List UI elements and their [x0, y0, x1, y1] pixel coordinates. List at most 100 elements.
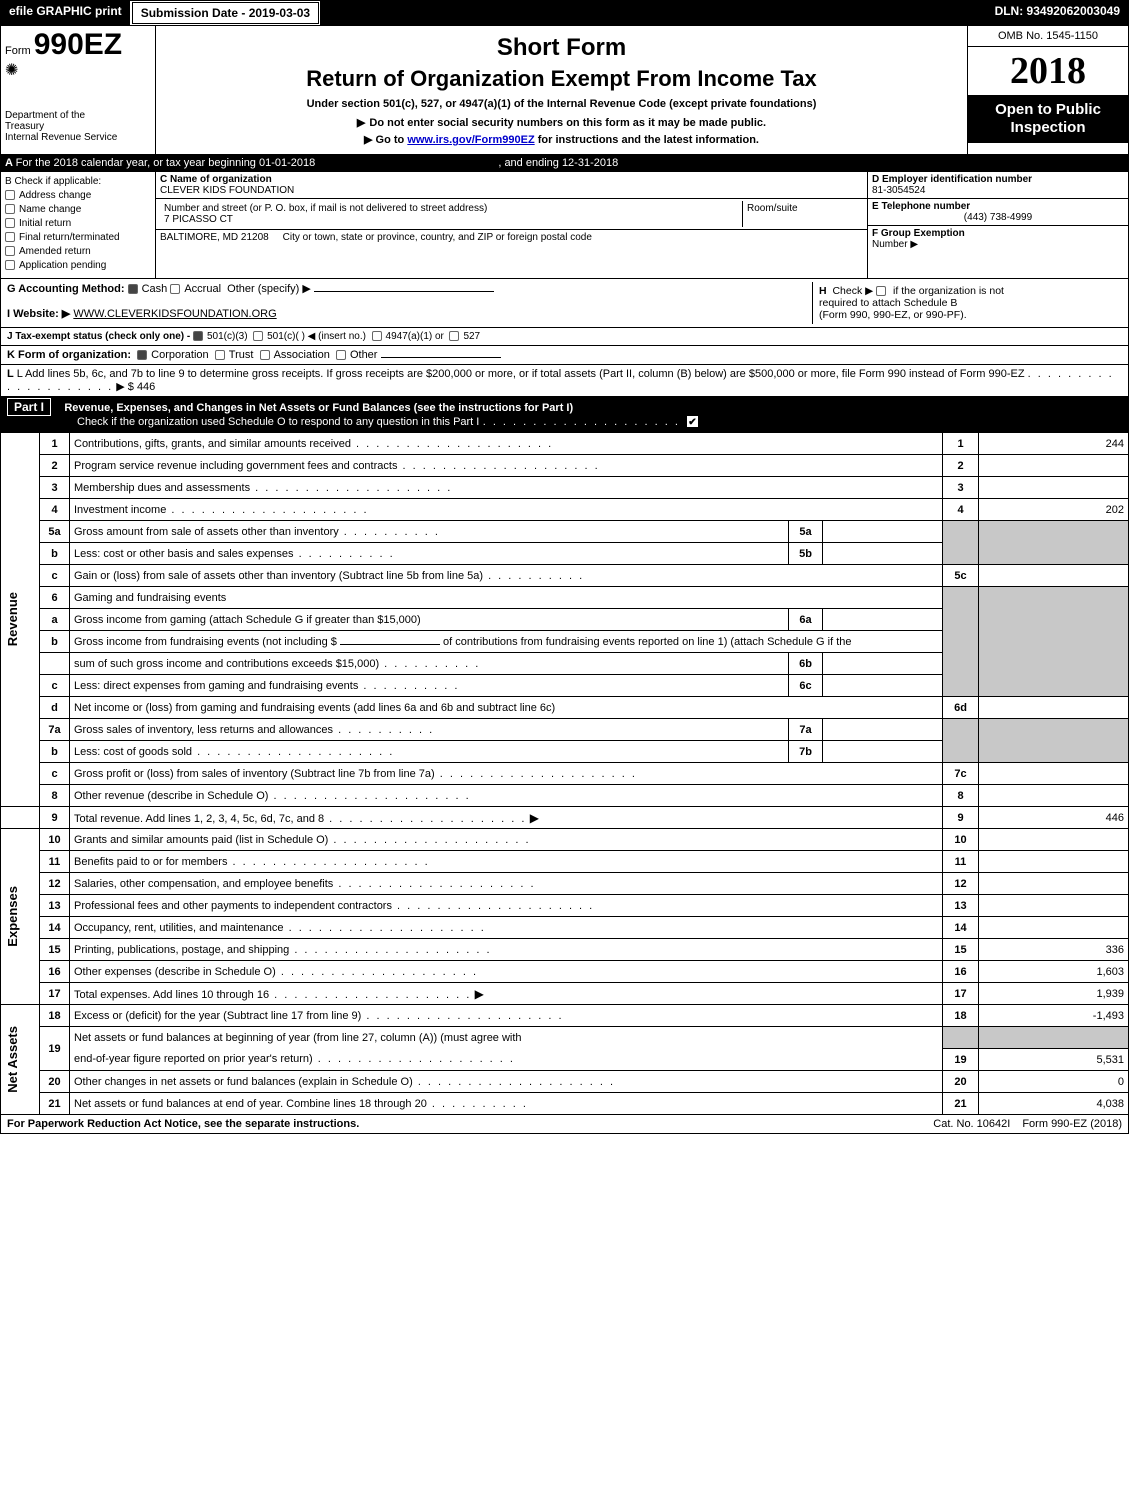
tax-year: 2018 [968, 47, 1128, 95]
chk-address-change[interactable] [5, 190, 15, 200]
line-19-gray-val [979, 1027, 1129, 1049]
chk-h[interactable] [876, 286, 886, 296]
line-1-desc: Contributions, gifts, grants, and simila… [74, 438, 351, 450]
line-14-no: 14 [40, 917, 70, 939]
line-9-rno: 9 [943, 807, 979, 829]
chk-name-change[interactable] [5, 204, 15, 214]
chk-initial-return[interactable] [5, 218, 15, 228]
ssn-warning: Do not enter social security numbers on … [160, 116, 963, 129]
chk-527[interactable] [449, 331, 459, 341]
line-16-val: 1,603 [979, 961, 1129, 983]
line-8-val [979, 785, 1129, 807]
line-6c-no: c [40, 675, 70, 697]
line-21-no: 21 [40, 1093, 70, 1115]
k-other-input[interactable] [381, 357, 501, 358]
chk-amended[interactable] [5, 246, 15, 256]
box-h: H Check ▶ if the organization is not req… [812, 282, 1122, 324]
chk-app-pending[interactable] [5, 260, 15, 270]
h-check: Check ▶ [832, 285, 873, 297]
f-label2: Number [872, 239, 908, 250]
lbl-assoc: Association [274, 349, 330, 361]
goto-line: ▶ Go to www.irs.gov/Form990EZ for instru… [160, 133, 963, 146]
line-5ab-gray-val [979, 521, 1129, 565]
line-5c-desc: Gain or (loss) from sale of assets other… [74, 570, 483, 582]
dept-line3: Internal Revenue Service [5, 132, 151, 143]
chk-final-return[interactable] [5, 232, 15, 242]
chk-cash[interactable] [128, 284, 138, 294]
chk-501c[interactable] [253, 331, 263, 341]
form-id-box: Form 990EZ ✺ Department of the Treasury … [1, 26, 156, 154]
line-16-no: 16 [40, 961, 70, 983]
efile-print-button[interactable]: efile GRAPHIC print [1, 1, 131, 25]
line-5ab-gray [943, 521, 979, 565]
box-b-checklist: Address change Name change Initial retur… [5, 190, 151, 271]
short-form-label: Short Form [160, 34, 963, 62]
line-5a-desc: Gross amount from sale of assets other t… [74, 526, 339, 538]
ein-value: 81-3054524 [872, 185, 925, 196]
line-7a-mid: 7a [789, 719, 823, 741]
lbl-amended: Amended return [19, 246, 91, 257]
line-4-desc: Investment income [74, 504, 166, 516]
phone-value: (443) 738-4999 [872, 212, 1124, 223]
chk-assoc[interactable] [260, 350, 270, 360]
line-18-desc: Excess or (deficit) for the year (Subtra… [74, 1010, 361, 1022]
lbl-4947: 4947(a)(1) or [386, 331, 444, 342]
row-a-ending: , and ending 12-31-2018 [498, 157, 618, 169]
line-6a-mval [823, 609, 943, 631]
line-6d-no: d [40, 697, 70, 719]
chk-corp[interactable] [137, 350, 147, 360]
e-label: E Telephone number [872, 201, 970, 212]
form-number: 990EZ [34, 28, 122, 61]
subtitle: Under section 501(c), 527, or 4947(a)(1)… [160, 98, 963, 110]
line-10-rno: 10 [943, 829, 979, 851]
part1-label: Part I [7, 398, 51, 416]
line-8-rno: 8 [943, 785, 979, 807]
line-17-desc: Total expenses. Add lines 10 through 16 [74, 989, 269, 1001]
line-6c-desc: Less: direct expenses from gaming and fu… [74, 680, 358, 692]
lbl-other-method: Other (specify) ▶ [227, 283, 311, 295]
line-17-val: 1,939 [979, 983, 1129, 1005]
lbl-501c: 501(c)( ) ◀ (insert no.) [267, 331, 366, 342]
chk-trust[interactable] [215, 350, 225, 360]
line-4-rno: 4 [943, 499, 979, 521]
part1-check-text: Check if the organization used Schedule … [77, 416, 479, 428]
line-6b-mval [823, 653, 943, 675]
part1-header: Part I Revenue, Expenses, and Changes in… [0, 397, 1129, 432]
line-1-val: 244 [979, 433, 1129, 455]
line-15-rno: 15 [943, 939, 979, 961]
line-3-rno: 3 [943, 477, 979, 499]
line-3-desc: Membership dues and assessments [74, 482, 250, 494]
chk-501c3[interactable] [193, 331, 203, 341]
line-7c-rno: 7c [943, 763, 979, 785]
line-5a-mid: 5a [789, 521, 823, 543]
line-14-val [979, 917, 1129, 939]
open-label: Open to Public [995, 101, 1101, 118]
chk-k-other[interactable] [336, 350, 346, 360]
dln-label: DLN: 93492062003049 [987, 1, 1128, 25]
chk-4947[interactable] [372, 331, 382, 341]
treasury-icon: ✺ [5, 60, 151, 80]
line-19-desc: Net assets or fund balances at beginning… [74, 1032, 522, 1044]
expenses-section-label: Expenses [5, 886, 20, 947]
org-name: CLEVER KIDS FOUNDATION [160, 185, 294, 196]
line-6b-input[interactable] [340, 644, 440, 645]
line-6c-mval [823, 675, 943, 697]
other-method-input[interactable] [314, 291, 494, 292]
chk-accrual[interactable] [170, 284, 180, 294]
dept-line2: Treasury [5, 121, 151, 132]
line-6-desc: Gaming and fundraising events [70, 587, 943, 609]
line-11-val [979, 851, 1129, 873]
revenue-spacer [1, 807, 40, 829]
line-3-no: 3 [40, 477, 70, 499]
line-11-no: 11 [40, 851, 70, 873]
line-2-desc: Program service revenue including govern… [74, 460, 397, 472]
part1-table: Revenue 1 Contributions, gifts, grants, … [0, 432, 1129, 1115]
chk-schedule-o[interactable] [687, 416, 698, 427]
line-6b2-no [40, 653, 70, 675]
line-1-no: 1 [40, 433, 70, 455]
line-7a-no: 7a [40, 719, 70, 741]
line-20-val: 0 [979, 1071, 1129, 1093]
line-13-val [979, 895, 1129, 917]
website-value[interactable]: WWW.CLEVERKIDSFOUNDATION.ORG [73, 308, 276, 320]
goto-link[interactable]: www.irs.gov/Form990EZ [407, 134, 534, 146]
